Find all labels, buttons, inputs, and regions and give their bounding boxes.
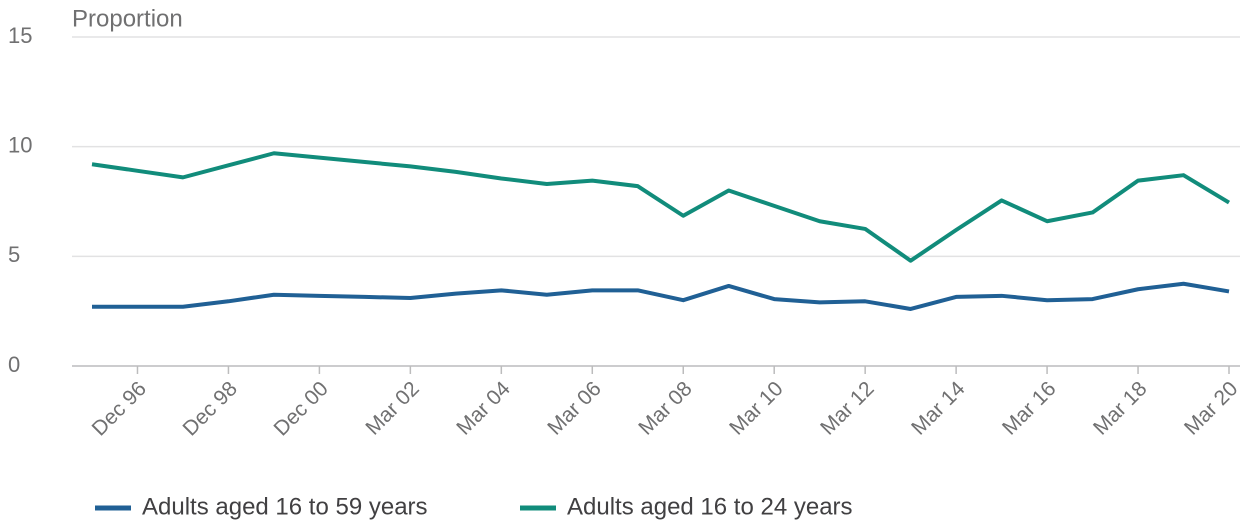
x-tick-label: Mar 14 [907, 377, 970, 440]
y-tick-label: 5 [8, 242, 20, 267]
y-axis-label: Proportion [72, 5, 183, 32]
x-tick-label: Dec 96 [88, 377, 151, 440]
line-series [92, 281, 1230, 311]
y-tick-label: 10 [8, 132, 32, 157]
y-tick-label: 15 [8, 23, 32, 48]
x-tick-label: Mar 02 [361, 377, 423, 439]
legend-label: Adults aged 16 to 59 years [142, 493, 428, 520]
x-tick-label: Dec 98 [179, 377, 242, 440]
x-tick-label: Mar 10 [725, 377, 787, 439]
x-tick-label: Mar 04 [452, 377, 515, 440]
x-tick-label: Mar 16 [998, 377, 1060, 439]
x-tick-label: Mar 12 [816, 377, 878, 439]
x-tick-label: Mar 08 [634, 377, 696, 439]
line-series [91, 151, 1231, 263]
x-tick-label: Mar 18 [1089, 377, 1151, 439]
x-tick-label: Mar 20 [1180, 377, 1242, 439]
x-tick-label: Mar 06 [543, 377, 605, 439]
y-tick-label: 0 [8, 352, 20, 377]
x-tick-label: Dec 00 [270, 377, 333, 440]
legend-label: Adults aged 16 to 24 years [567, 493, 853, 520]
